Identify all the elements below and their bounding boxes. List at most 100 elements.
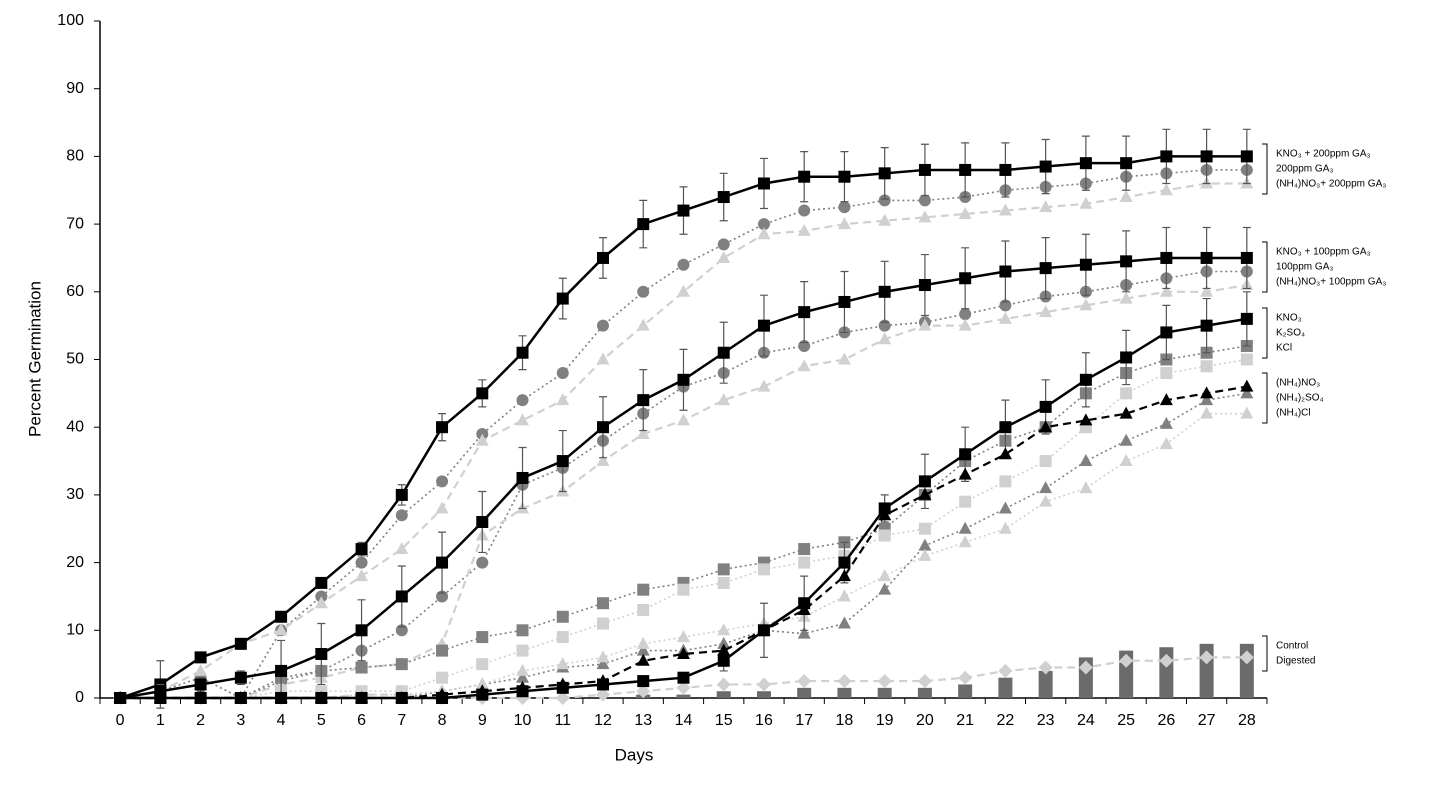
marker bbox=[1039, 160, 1052, 173]
marker bbox=[959, 308, 972, 321]
marker bbox=[797, 626, 811, 639]
marker bbox=[1038, 660, 1053, 675]
legend-label: Digested bbox=[1276, 656, 1315, 667]
marker bbox=[917, 674, 932, 689]
marker bbox=[1079, 454, 1093, 467]
marker bbox=[1119, 653, 1134, 668]
marker bbox=[436, 671, 449, 684]
marker bbox=[1240, 312, 1253, 325]
marker bbox=[1200, 150, 1213, 163]
marker bbox=[878, 332, 892, 345]
marker bbox=[516, 394, 529, 407]
x-tick-label: 27 bbox=[1198, 712, 1216, 729]
series bbox=[113, 176, 1254, 703]
marker bbox=[958, 521, 972, 534]
marker bbox=[597, 319, 609, 332]
marker bbox=[837, 352, 851, 365]
legend-label: (NH₄)NO₃ bbox=[1276, 378, 1320, 389]
marker bbox=[1039, 494, 1053, 507]
legend-label: (NH₄)NO₃+ 100ppm GA₃ bbox=[1276, 277, 1386, 288]
marker bbox=[677, 583, 690, 596]
marker bbox=[918, 210, 932, 223]
marker bbox=[717, 346, 730, 359]
marker bbox=[1078, 660, 1093, 675]
marker bbox=[194, 663, 208, 676]
legend-label: Control bbox=[1276, 641, 1308, 652]
marker bbox=[998, 501, 1012, 514]
x-tick-label: 2 bbox=[196, 712, 205, 729]
marker bbox=[476, 631, 489, 644]
marker bbox=[516, 644, 529, 657]
x-tick-label: 21 bbox=[956, 712, 974, 729]
marker bbox=[959, 163, 972, 176]
series-line bbox=[120, 270, 1247, 699]
marker bbox=[516, 346, 529, 359]
marker bbox=[516, 680, 530, 693]
series bbox=[114, 353, 1253, 704]
marker bbox=[1120, 157, 1133, 170]
x-tick-label: 25 bbox=[1117, 712, 1135, 729]
marker bbox=[1079, 157, 1092, 170]
marker bbox=[1200, 251, 1213, 264]
marker bbox=[1200, 360, 1213, 373]
marker bbox=[999, 265, 1012, 278]
marker bbox=[636, 653, 650, 666]
marker bbox=[435, 501, 449, 514]
marker bbox=[958, 670, 973, 685]
marker bbox=[1159, 416, 1173, 429]
marker bbox=[756, 677, 771, 692]
marker bbox=[918, 318, 932, 331]
marker bbox=[234, 637, 247, 650]
marker bbox=[194, 651, 207, 664]
marker bbox=[677, 671, 690, 684]
marker bbox=[757, 218, 770, 231]
marker bbox=[395, 590, 408, 603]
marker bbox=[878, 529, 891, 542]
marker bbox=[676, 630, 690, 643]
legend-label: 100ppm GA₃ bbox=[1276, 262, 1333, 273]
marker bbox=[717, 238, 730, 251]
marker bbox=[1039, 200, 1053, 213]
marker bbox=[1079, 481, 1093, 494]
marker bbox=[636, 426, 650, 439]
marker bbox=[798, 556, 811, 569]
marker bbox=[234, 671, 247, 684]
marker bbox=[355, 556, 368, 569]
y-tick-label: 40 bbox=[66, 418, 84, 435]
marker bbox=[757, 379, 771, 392]
marker bbox=[676, 284, 690, 297]
marker bbox=[194, 678, 207, 691]
marker bbox=[637, 675, 650, 688]
bar bbox=[797, 687, 812, 698]
marker bbox=[1039, 420, 1053, 433]
marker bbox=[717, 654, 730, 667]
bar bbox=[756, 691, 771, 698]
marker bbox=[918, 522, 931, 535]
marker bbox=[556, 292, 569, 305]
series bbox=[114, 128, 1253, 709]
marker bbox=[555, 691, 570, 705]
marker bbox=[516, 670, 530, 683]
marker bbox=[355, 543, 368, 556]
marker bbox=[757, 177, 770, 190]
marker bbox=[1199, 650, 1214, 665]
legend-label: K₂SO₄ bbox=[1276, 328, 1305, 339]
marker bbox=[1039, 305, 1053, 318]
legend-label: (NH₄)Cl bbox=[1276, 408, 1311, 419]
marker bbox=[274, 623, 288, 636]
marker bbox=[959, 448, 972, 461]
bar bbox=[1038, 670, 1053, 698]
marker bbox=[355, 624, 368, 637]
marker bbox=[998, 447, 1012, 460]
marker bbox=[797, 223, 811, 236]
marker bbox=[1159, 183, 1173, 196]
marker bbox=[1200, 406, 1214, 419]
marker bbox=[436, 644, 449, 657]
marker bbox=[1160, 367, 1173, 380]
x-tick-label: 5 bbox=[317, 712, 326, 729]
marker bbox=[556, 393, 570, 406]
marker bbox=[998, 203, 1012, 216]
x-tick-label: 10 bbox=[514, 712, 532, 729]
x-tick-label: 12 bbox=[594, 712, 612, 729]
marker bbox=[878, 285, 891, 298]
